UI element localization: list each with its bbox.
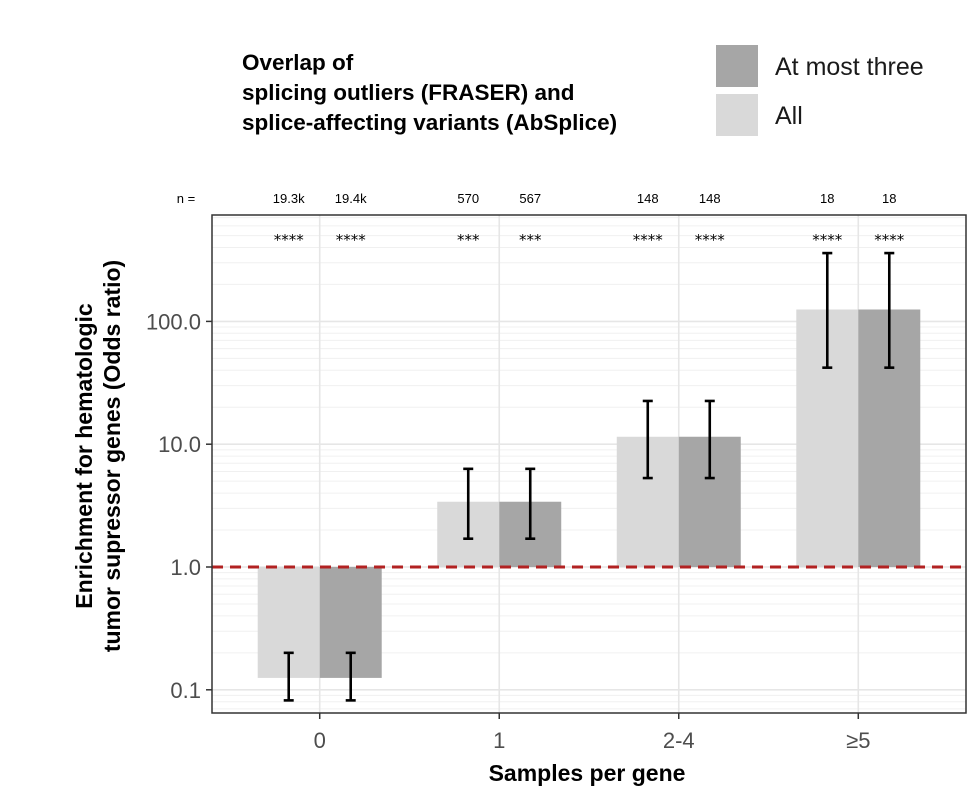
x-tick-label: 1 bbox=[493, 728, 505, 753]
n-label: 567 bbox=[519, 191, 541, 206]
legend-label-all: All bbox=[775, 102, 803, 130]
y-tick-label: 1.0 bbox=[170, 555, 201, 580]
x-axis-title: Samples per gene bbox=[489, 760, 686, 786]
legend-swatch-at-most-three bbox=[716, 45, 758, 87]
n-label: 148 bbox=[637, 191, 659, 206]
y-tick-label: 10.0 bbox=[158, 432, 201, 457]
significance-label: **** bbox=[695, 231, 726, 249]
legend-swatch-all bbox=[716, 94, 758, 136]
y-axis-title-line: Enrichment for hematologic bbox=[71, 303, 97, 609]
n-label: 19.4k bbox=[335, 191, 367, 206]
significance-label: **** bbox=[633, 231, 664, 249]
n-label: 148 bbox=[699, 191, 721, 206]
y-axis-title-line: tumor supressor genes (Odds ratio) bbox=[99, 260, 125, 652]
legend-title-line: splice-affecting variants (AbSplice) bbox=[242, 110, 618, 135]
x-tick-label: ≥5 bbox=[846, 728, 870, 753]
legend-title: Overlap of splicing outliers (FRASER) an… bbox=[242, 48, 617, 138]
significance-label: *** bbox=[457, 231, 480, 249]
n-label: 570 bbox=[457, 191, 479, 206]
significance-label: **** bbox=[274, 231, 305, 249]
x-tick-label: 0 bbox=[314, 728, 326, 753]
significance-label: *** bbox=[519, 231, 542, 249]
panel-border bbox=[211, 214, 967, 714]
x-tick-label: 2-4 bbox=[663, 728, 695, 753]
legend-title-line: Overlap of bbox=[242, 50, 354, 75]
n-prefix-label: n = bbox=[177, 191, 195, 206]
n-label: 19.3k bbox=[273, 191, 305, 206]
legend-label-at-most-three: At most three bbox=[775, 53, 924, 81]
legend-title-line: splicing outliers (FRASER) and bbox=[242, 80, 575, 105]
significance-label: **** bbox=[336, 231, 367, 249]
significance-label: **** bbox=[874, 231, 905, 249]
y-tick-label: 0.1 bbox=[170, 678, 201, 703]
n-label: 18 bbox=[820, 191, 834, 206]
significance-label: **** bbox=[812, 231, 843, 249]
y-tick-label: 100.0 bbox=[146, 309, 201, 334]
n-label: 18 bbox=[882, 191, 896, 206]
